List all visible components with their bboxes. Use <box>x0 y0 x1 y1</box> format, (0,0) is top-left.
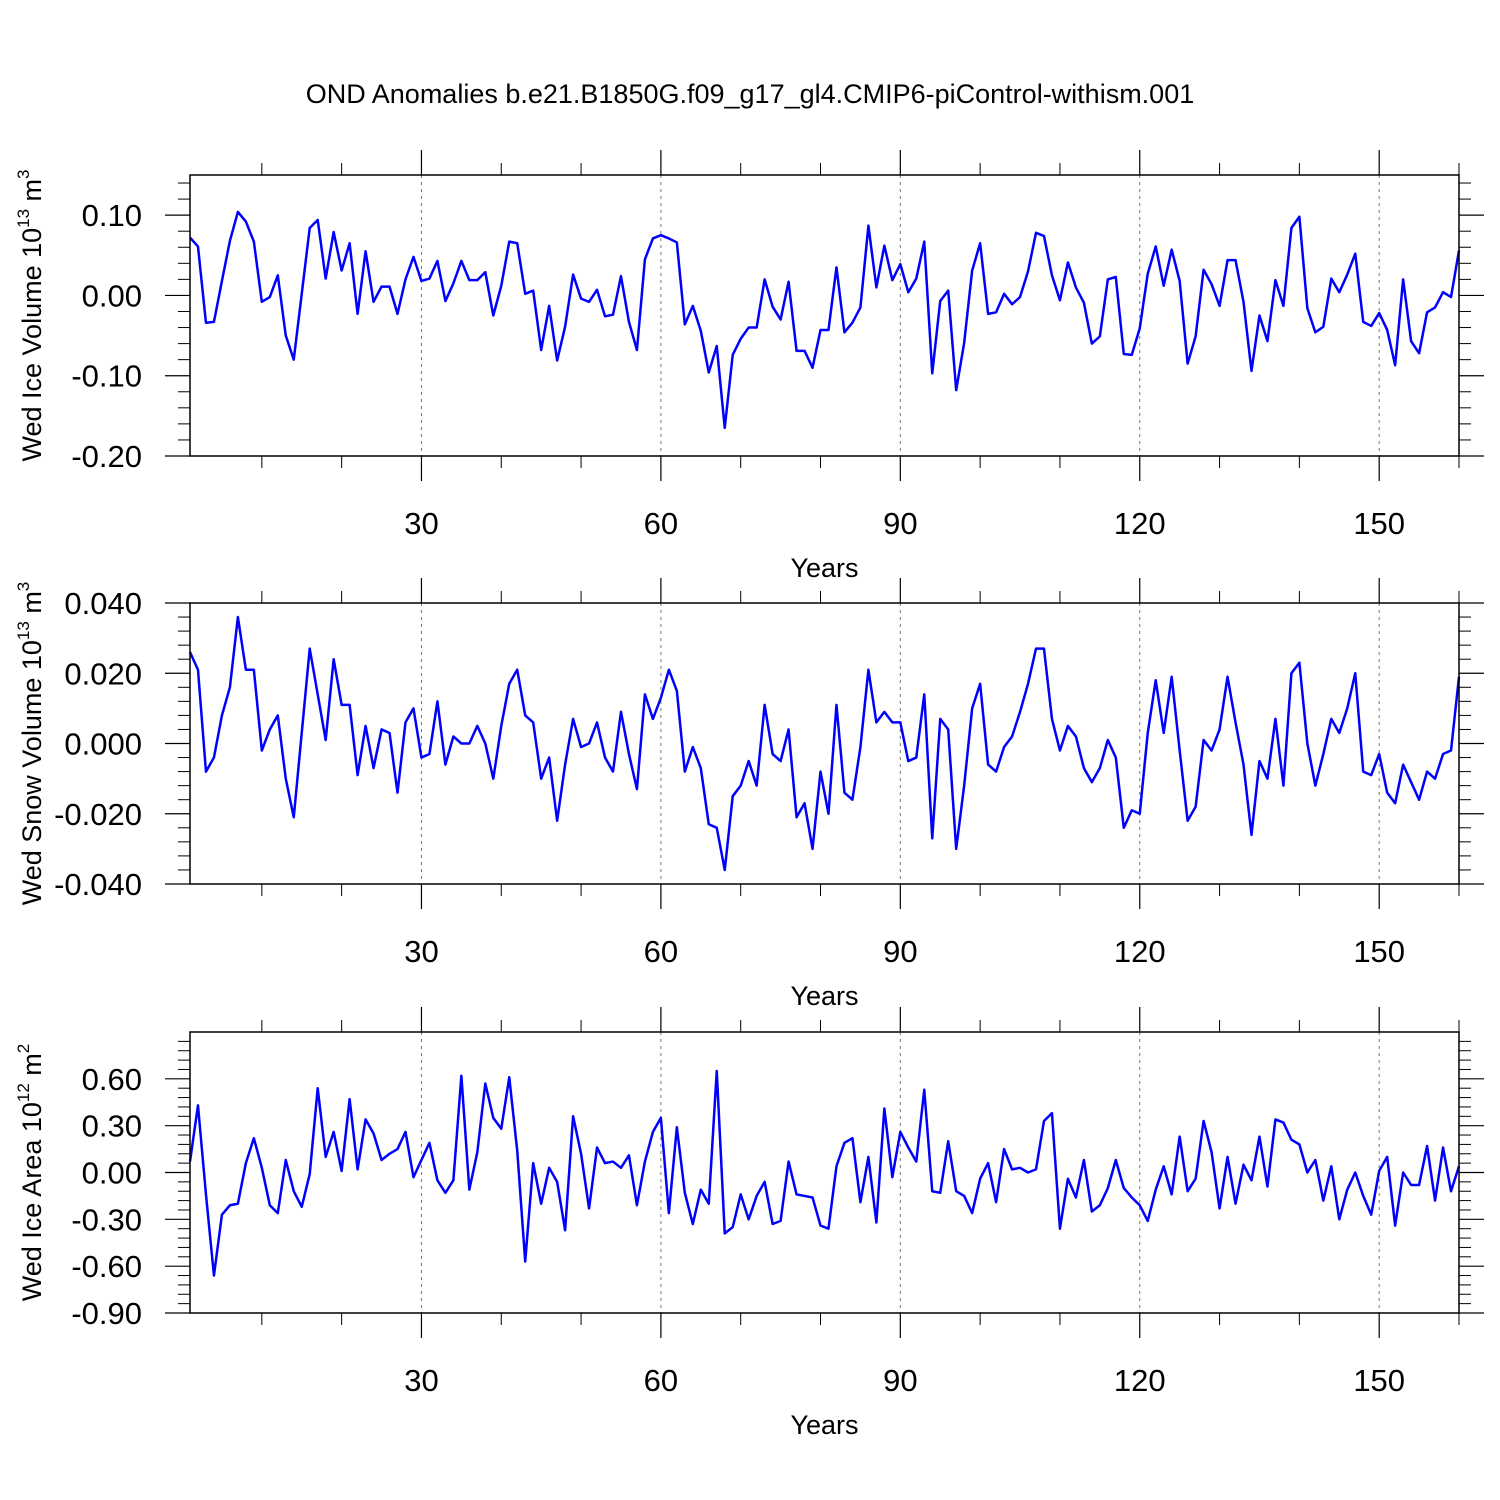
y-tick-label: 0.30 <box>82 1109 142 1144</box>
plot-frame <box>189 174 1460 457</box>
y-axis-label-part: m <box>17 1053 47 1083</box>
y-tick-label: -0.040 <box>54 867 142 902</box>
y-axis-label: Wed Snow Volume 1013 m3 <box>14 582 47 906</box>
x-tick-label: 60 <box>644 506 678 541</box>
x-tick-label: 30 <box>404 1363 438 1398</box>
x-tick-label: 30 <box>404 934 438 969</box>
x-axis-label: Years <box>790 1410 858 1440</box>
y-axis-label: Wed Ice Area 1012 m2 <box>14 1044 47 1302</box>
data-line <box>188 1069 1461 1277</box>
x-tick-label: 60 <box>644 1363 678 1398</box>
y-tick-label: 0.00 <box>82 1156 142 1191</box>
x-tick-label: 90 <box>883 934 917 969</box>
x-tick-label: 120 <box>1114 934 1166 969</box>
y-tick-label: 0.000 <box>64 727 142 762</box>
y-tick-label: -0.60 <box>71 1249 142 1284</box>
y-axis-label-part: Wed Ice Area 10 <box>17 1102 47 1301</box>
y-axis-label-exponent: 12 <box>14 1083 33 1102</box>
x-tick-label: 60 <box>644 934 678 969</box>
y-axis-label-exponent: 3 <box>14 169 33 178</box>
data-line <box>189 210 1461 430</box>
y-axis-label-exponent: 2 <box>14 1044 33 1053</box>
plot-frame <box>189 602 1460 885</box>
x-tick-label: 120 <box>1114 506 1166 541</box>
x-tick-label: 30 <box>404 506 438 541</box>
y-tick-label: 0.040 <box>64 586 142 621</box>
y-tick-label: 0.10 <box>82 198 142 233</box>
y-axis-label-part: m <box>17 591 47 621</box>
x-axis-label: Years <box>790 553 858 583</box>
y-axis-label-exponent: 13 <box>14 209 33 228</box>
data-line <box>188 615 1461 872</box>
x-axis-label: Years <box>790 981 858 1011</box>
y-axis-label-exponent: 13 <box>14 621 33 640</box>
y-axis-label-part: Wed Snow Volume 10 <box>17 640 47 905</box>
chart-title: OND Anomalies b.e21.B1850G.f09_g17_gl4.C… <box>306 79 1194 109</box>
y-tick-label: -0.90 <box>71 1296 142 1331</box>
x-tick-label: 90 <box>883 506 917 541</box>
plot-frame <box>189 1031 1460 1314</box>
y-tick-label: -0.20 <box>71 439 142 474</box>
x-tick-label: 120 <box>1114 1363 1166 1398</box>
y-tick-label: 0.60 <box>82 1062 142 1097</box>
x-tick-label: 150 <box>1353 934 1405 969</box>
x-tick-label: 150 <box>1353 1363 1405 1398</box>
y-axis-label: Wed Ice Volume 1013 m3 <box>14 169 47 461</box>
y-tick-label: 0.00 <box>82 278 142 313</box>
y-axis-label-exponent: 3 <box>14 582 33 591</box>
y-tick-label: -0.020 <box>54 797 142 832</box>
x-tick-label: 90 <box>883 1363 917 1398</box>
y-tick-label: -0.30 <box>71 1202 142 1237</box>
y-tick-label: -0.10 <box>71 359 142 394</box>
y-axis-label-part: Wed Ice Volume 10 <box>17 228 47 462</box>
y-tick-label: 0.020 <box>64 656 142 691</box>
x-tick-label: 150 <box>1353 506 1405 541</box>
y-axis-label-part: m <box>17 179 47 209</box>
